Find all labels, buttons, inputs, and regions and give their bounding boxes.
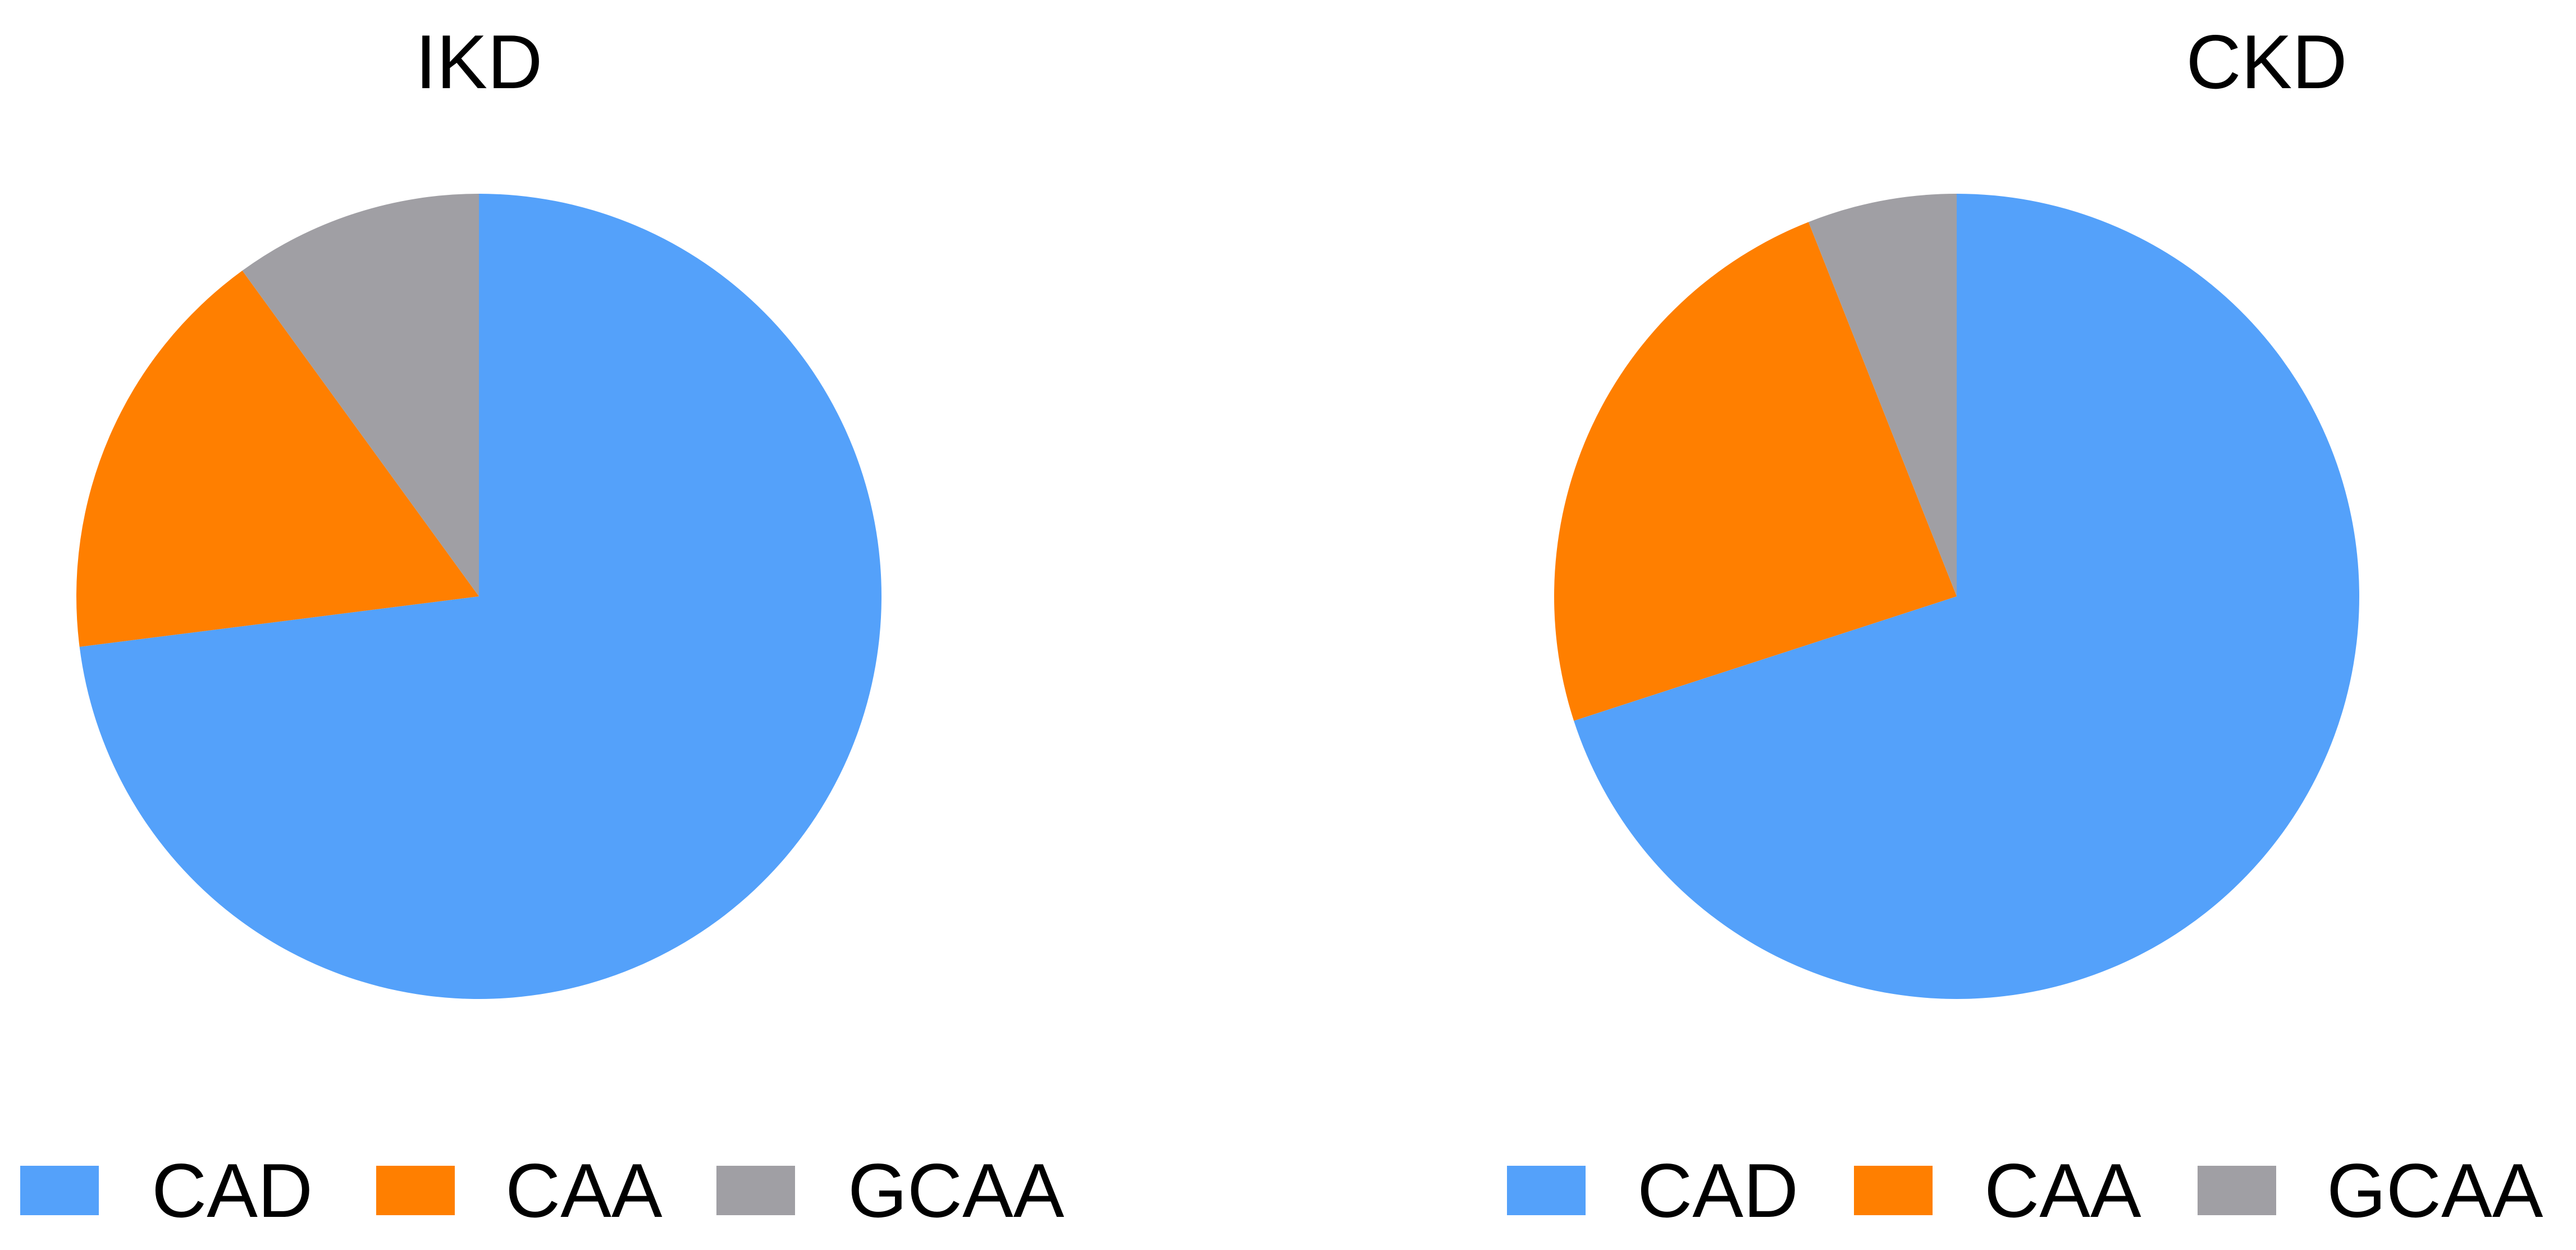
legend-label-caa: CAA	[505, 1148, 663, 1233]
pie-slice-gcaa	[1808, 194, 1957, 596]
legend-label-gcaa: GCAA	[848, 1148, 1065, 1233]
pie-plot	[76, 194, 882, 999]
pie-slice-cad	[79, 194, 882, 999]
pie-chart-ikd: IKD CAD CAA GCAA	[20, 19, 1065, 1233]
pie-slice-gcaa	[242, 194, 479, 596]
pie-slice-caa	[76, 270, 479, 647]
chart-title: CKD	[2186, 19, 2347, 104]
legend-label-cad: CAD	[1637, 1148, 1799, 1233]
legend-label-caa: CAA	[1984, 1148, 2141, 1233]
legend-swatch-gcaa	[716, 1166, 795, 1215]
legend-swatch-caa	[376, 1166, 455, 1215]
legend-swatch-caa	[1854, 1166, 1933, 1215]
pie-slice-caa	[1554, 222, 1957, 721]
pie-slice-cad	[1574, 194, 2359, 999]
legend-label-cad: CAD	[152, 1148, 313, 1233]
pie-plot	[1554, 194, 2359, 999]
legend-swatch-cad	[1507, 1166, 1586, 1215]
legend-swatch-gcaa	[2198, 1166, 2276, 1215]
legend-label-gcaa: GCAA	[2327, 1148, 2543, 1233]
chart-title: IKD	[415, 19, 543, 104]
legend-swatch-cad	[20, 1166, 99, 1215]
pie-chart-ckd: CKD CAD CAA GCAA	[1288, 0, 2576, 1250]
